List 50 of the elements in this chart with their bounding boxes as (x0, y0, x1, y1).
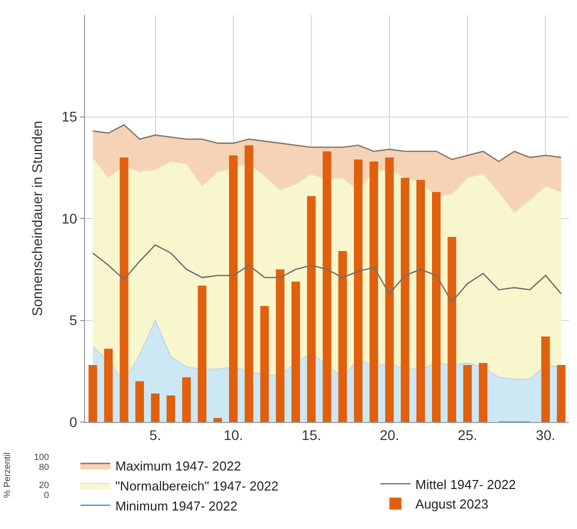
bar (354, 159, 363, 422)
bar (370, 162, 378, 422)
bar (182, 377, 191, 422)
bar (463, 365, 472, 422)
y-tick-label: 15 (62, 108, 78, 125)
y-tick-label: 5 (69, 312, 78, 328)
bar (338, 251, 347, 422)
x-tick-label: 10. (224, 426, 244, 443)
bar (416, 180, 425, 422)
bar (478, 362, 488, 422)
x-tick-label: 30. (536, 426, 556, 443)
legend-label: Minimum 1947- 2022 (115, 498, 238, 514)
bar (307, 196, 316, 422)
bar (104, 348, 113, 422)
text: 20 (39, 480, 50, 490)
y-tick-label: 10 (62, 210, 78, 226)
bar (291, 282, 300, 422)
text: 80 (39, 462, 50, 472)
bar (198, 286, 206, 422)
y-axis-title: Sonnenscheindauer in Stunden (29, 120, 46, 316)
bar (432, 192, 441, 422)
bar (229, 155, 238, 422)
bar (135, 381, 144, 422)
x-tick-label: 15. (302, 426, 322, 443)
bar (120, 157, 128, 422)
legend-label: Mittel 1947- 2022 (415, 476, 516, 492)
y-tick-label: 0 (69, 414, 78, 430)
legend-label: "Normalbereich" 1947- 2022 (115, 478, 278, 494)
bar (150, 394, 160, 422)
bar (276, 269, 284, 422)
bar (244, 145, 254, 422)
x-tick-label: 25. (458, 426, 478, 443)
bar (385, 157, 394, 422)
text: 100 (34, 452, 50, 462)
bar (448, 236, 456, 422)
legend-label: August 2023 (415, 496, 488, 512)
text: % Perzentil (2, 452, 12, 498)
bar (213, 418, 222, 422)
bar (322, 151, 332, 422)
x-tick-label: 5. (149, 426, 162, 443)
bar (88, 365, 98, 422)
line-series (92, 244, 562, 303)
bar (556, 365, 566, 422)
bar (400, 178, 410, 422)
bar (260, 306, 269, 422)
x-tick-label: 20. (380, 426, 400, 443)
legend-label: Maximum 1947- 2022 (115, 458, 242, 474)
bar (166, 396, 176, 422)
bar (541, 336, 550, 422)
text: 0 (44, 490, 50, 500)
